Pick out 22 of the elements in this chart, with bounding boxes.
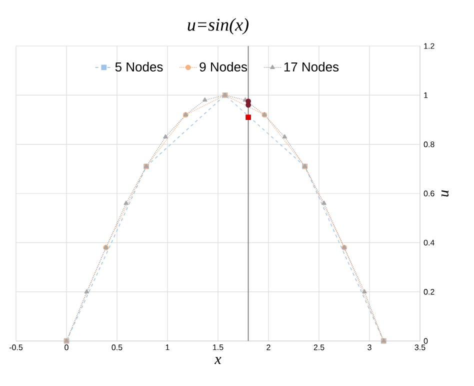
y-tick-label: 0	[424, 338, 428, 344]
x-tick-label: 0	[64, 344, 68, 350]
y-tick-label: 0.4	[424, 240, 434, 246]
y-tick-label: 1.2	[424, 43, 434, 49]
x-tick-label: 2	[266, 344, 270, 350]
legend-label: 5 Nodes	[115, 62, 163, 72]
y-tick-label: 0.2	[424, 289, 434, 295]
chart-title: u=sin(x)	[188, 18, 249, 34]
legend-label: 17 Nodes	[284, 62, 339, 72]
x-tick-label: 2.5	[314, 344, 324, 350]
legend-label: 9 Nodes	[200, 62, 248, 72]
x-tick-label: 0.5	[112, 344, 122, 350]
y-tick-label: 0.6	[424, 190, 434, 196]
y-tick-label: 1	[424, 92, 428, 98]
y-tick-label: 0.8	[424, 142, 434, 148]
x-tick-label: 1.5	[213, 344, 224, 350]
x-axis-title: x	[214, 357, 222, 364]
x-tick-label: -0.5	[9, 344, 23, 350]
x-tick-label: 3.5	[414, 344, 426, 350]
x-tick-label: 3	[368, 344, 372, 350]
x-tick-label: 1	[166, 344, 170, 350]
y-axis-title: u	[442, 190, 449, 196]
